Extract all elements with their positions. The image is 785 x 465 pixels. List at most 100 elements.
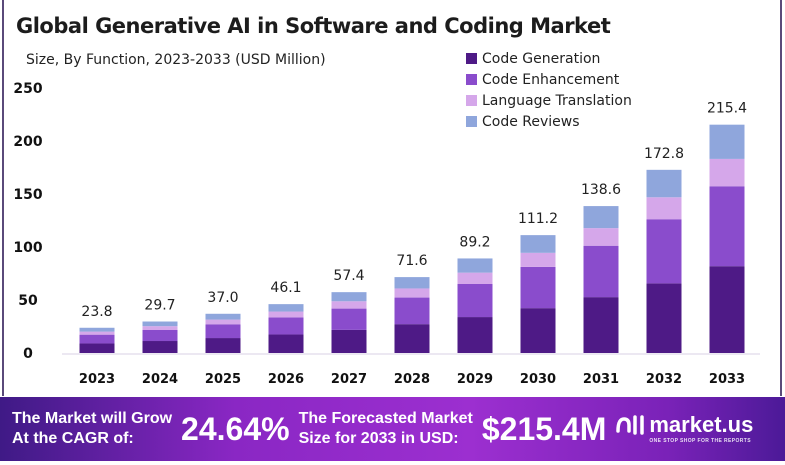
- bar-total-label: 111.2: [518, 211, 558, 227]
- bar-segment-language-translation: [520, 252, 556, 267]
- bar-segment-code-generation: [520, 308, 556, 353]
- bar-segment-language-translation: [79, 331, 115, 335]
- bar-segment-code-generation: [268, 334, 304, 353]
- bar-segment-code-enhancement: [79, 334, 115, 344]
- y-tick-label: 50: [18, 293, 38, 309]
- legend-swatch: [466, 74, 477, 85]
- x-tick-label: 2024: [142, 372, 178, 387]
- bar-segment-code-reviews: [709, 124, 745, 159]
- bar-segment-code-enhancement: [457, 283, 493, 318]
- x-tick-label: 2028: [394, 372, 430, 387]
- legend-label: Code Generation: [482, 50, 601, 67]
- legend: Code Generation Code Enhancement Language …: [466, 48, 632, 132]
- bar-total-label: 138.6: [581, 182, 621, 198]
- x-tick-label: 2023: [79, 372, 115, 387]
- bar-segment-language-translation: [268, 311, 304, 318]
- legend-item: Code Enhancement: [466, 69, 632, 90]
- y-tick-label: 250: [13, 81, 42, 97]
- bar-total-label: 89.2: [459, 234, 490, 250]
- bar-segment-code-enhancement: [268, 317, 304, 335]
- bar-total-label: 215.4: [707, 101, 747, 117]
- bar-segment-code-reviews: [79, 327, 115, 332]
- bar-total-label: 37.0: [207, 290, 238, 306]
- bar-segment-code-enhancement: [331, 308, 367, 330]
- bar-segment-language-translation: [646, 197, 682, 220]
- legend-item: Code Generation: [466, 48, 632, 69]
- footer-banner: The Market will Grow At the CAGR of: 24.6…: [0, 397, 785, 461]
- x-tick-label: 2025: [205, 372, 241, 387]
- x-tick-label: 2027: [331, 372, 367, 387]
- bar-segment-code-enhancement: [142, 329, 178, 342]
- bar-total-label: 57.4: [333, 268, 364, 284]
- bar-segment-code-reviews: [457, 258, 493, 273]
- bar-segment-language-translation: [142, 326, 178, 330]
- bar-total-label: 172.8: [644, 146, 684, 162]
- forecast-label: The Forecasted Market Size for 2033 in US…: [299, 409, 473, 449]
- legend-swatch: [466, 116, 477, 127]
- bar-segment-code-generation: [79, 343, 115, 353]
- stacked-bar-chart: 0 50 100 150 200 250 23.8 2023 29.7 2024 37.0 2025 4…: [13, 81, 760, 387]
- bar-segment-code-reviews: [394, 277, 430, 289]
- bar-segment-code-enhancement: [205, 324, 241, 339]
- bar-segment-code-enhancement: [520, 266, 556, 309]
- bar-segment-code-reviews: [268, 304, 304, 312]
- bar-segment-code-enhancement: [646, 219, 682, 284]
- bar-segment-code-reviews: [646, 169, 682, 198]
- legend-item: Code Reviews: [466, 111, 632, 132]
- x-tick-label: 2026: [268, 372, 304, 387]
- chart-subtitle: Size, By Function, 2023-2033 (USD Millio…: [26, 52, 326, 68]
- bar-segment-code-generation: [205, 338, 241, 353]
- bar-segment-code-generation: [583, 297, 619, 353]
- brand-logo-row: market.us: [615, 413, 753, 437]
- cagr-label-line1: The Market will Grow: [12, 410, 173, 427]
- cagr-label-line2: At the CAGR of:: [12, 430, 134, 447]
- cagr-label: The Market will Grow At the CAGR of:: [12, 409, 172, 449]
- bar-total-label: 29.7: [144, 298, 175, 314]
- bar-total-label: 46.1: [270, 280, 301, 296]
- forecast-label-line2: Size for 2033 in USD:: [298, 430, 459, 447]
- y-tick-label: 150: [13, 187, 42, 203]
- bar-segment-code-generation: [646, 283, 682, 353]
- bar-segment-language-translation: [457, 272, 493, 284]
- y-tick-label: 0: [23, 346, 33, 362]
- bar-segment-code-enhancement: [709, 186, 745, 267]
- chart-frame: [2, 0, 782, 396]
- legend-label: Code Reviews: [482, 113, 580, 130]
- x-tick-label: 2030: [520, 372, 556, 387]
- x-tick-label: 2033: [709, 372, 745, 387]
- bar-total-label: 23.8: [81, 304, 112, 320]
- x-tick-label: 2029: [457, 372, 493, 387]
- cagr-value: 24.64%: [181, 411, 290, 447]
- bar-segment-code-enhancement: [583, 245, 619, 298]
- legend-label: Code Enhancement: [482, 71, 620, 88]
- bar-segment-code-generation: [331, 329, 367, 353]
- bar-segment-code-reviews: [331, 292, 367, 302]
- x-tick-label: 2032: [646, 372, 682, 387]
- legend-item: Language Translation: [466, 90, 632, 111]
- bar-segment-language-translation: [583, 228, 619, 246]
- forecast-label-line1: The Forecasted Market: [298, 410, 473, 427]
- forecast-value: $215.4M: [481, 411, 607, 447]
- bar-segment-language-translation: [205, 319, 241, 325]
- bar-segment-language-translation: [331, 301, 367, 309]
- x-tick-label: 2031: [583, 372, 619, 387]
- brand-logo: market.us ONE STOP SHOP FOR THE REPORTS: [615, 413, 753, 445]
- legend-swatch: [466, 53, 477, 64]
- bar-segment-code-reviews: [142, 321, 178, 327]
- y-tick-label: 200: [13, 134, 42, 150]
- bar-segment-code-reviews: [205, 313, 241, 320]
- bar-total-label: 71.6: [396, 253, 427, 269]
- market-us-logo-icon: [616, 415, 645, 435]
- bar-segment-code-generation: [394, 324, 430, 353]
- bar-segment-code-generation: [142, 341, 178, 353]
- legend-label: Language Translation: [482, 92, 632, 109]
- bar-segment-code-enhancement: [394, 297, 430, 325]
- bar-segment-code-reviews: [583, 206, 619, 229]
- brand-tagline: ONE STOP SHOP FOR THE REPORTS: [649, 438, 751, 444]
- bar-segment-language-translation: [394, 288, 430, 298]
- bar-segment-code-generation: [457, 317, 493, 353]
- bar-segment-code-reviews: [520, 235, 556, 253]
- chart-title: Global Generative AI in Software and Cod…: [16, 14, 611, 38]
- bar-segment-language-translation: [709, 158, 745, 187]
- brand-name: market.us: [649, 412, 754, 437]
